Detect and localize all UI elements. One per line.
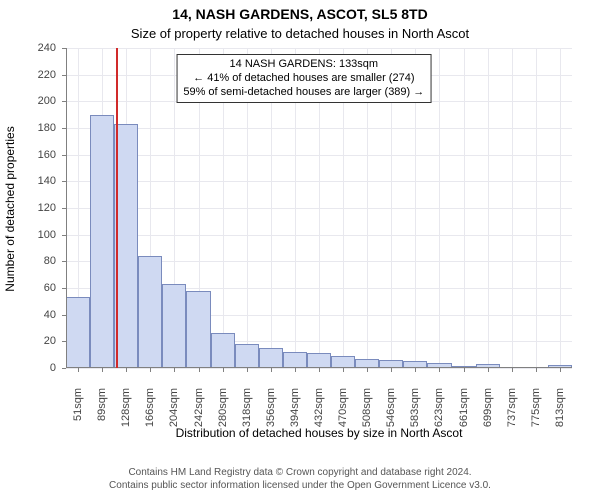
- chart-footer: Contains HM Land Registry data © Crown c…: [0, 466, 600, 492]
- y-tick-label: 240: [0, 42, 56, 54]
- x-tick-label: 242sqm: [193, 388, 205, 438]
- y-tick-label: 200: [0, 95, 56, 107]
- x-tick-mark: [102, 368, 103, 372]
- x-tick-mark: [439, 368, 440, 372]
- histogram-bar: [66, 297, 90, 368]
- x-tick-label: 813sqm: [554, 388, 566, 438]
- x-tick-mark: [223, 368, 224, 372]
- x-tick-mark: [343, 368, 344, 372]
- histogram-bar: [162, 284, 186, 368]
- x-tick-label: 128sqm: [120, 388, 132, 438]
- y-tick-label: 220: [0, 69, 56, 81]
- x-tick-label: 356sqm: [265, 388, 277, 438]
- y-tick-label: 40: [0, 309, 56, 321]
- histogram-bar: [235, 344, 259, 368]
- x-tick-mark: [319, 368, 320, 372]
- chart-title: 14, NASH GARDENS, ASCOT, SL5 8TD: [0, 6, 600, 22]
- y-tick-mark: [62, 341, 66, 342]
- x-tick-mark: [536, 368, 537, 372]
- x-tick-mark: [464, 368, 465, 372]
- y-tick-mark: [62, 208, 66, 209]
- x-tick-mark: [367, 368, 368, 372]
- x-tick-label: 318sqm: [241, 388, 253, 438]
- y-tick-mark: [62, 128, 66, 129]
- y-tick-mark: [62, 235, 66, 236]
- histogram-bar: [138, 256, 162, 368]
- x-tick-label: 394sqm: [289, 388, 301, 438]
- x-tick-mark: [150, 368, 151, 372]
- axis-line-left: [66, 48, 67, 368]
- x-tick-label: 583sqm: [409, 388, 421, 438]
- x-tick-mark: [512, 368, 513, 372]
- chart-container: 14, NASH GARDENS, ASCOT, SL5 8TD Size of…: [0, 0, 600, 500]
- x-tick-label: 280sqm: [217, 388, 229, 438]
- grid-line-vertical: [488, 48, 489, 368]
- x-tick-label: 737sqm: [506, 388, 518, 438]
- y-tick-label: 120: [0, 202, 56, 214]
- annotation-box: 14 NASH GARDENS: 133sqm← 41% of detached…: [176, 54, 431, 103]
- y-tick-label: 20: [0, 335, 56, 347]
- x-tick-label: 204sqm: [168, 388, 180, 438]
- grid-line-vertical: [536, 48, 537, 368]
- y-tick-mark: [62, 75, 66, 76]
- x-tick-mark: [78, 368, 79, 372]
- footer-line-1: Contains HM Land Registry data © Crown c…: [0, 466, 600, 479]
- histogram-bar: [283, 352, 307, 368]
- y-tick-mark: [62, 155, 66, 156]
- x-tick-mark: [391, 368, 392, 372]
- histogram-bar: [307, 353, 331, 368]
- y-tick-label: 0: [0, 362, 56, 374]
- x-tick-label: 661sqm: [458, 388, 470, 438]
- x-tick-mark: [247, 368, 248, 372]
- x-tick-label: 432sqm: [313, 388, 325, 438]
- x-tick-mark: [488, 368, 489, 372]
- x-tick-label: 775sqm: [530, 388, 542, 438]
- grid-line-vertical: [560, 48, 561, 368]
- x-tick-label: 470sqm: [337, 388, 349, 438]
- annotation-line: 14 NASH GARDENS: 133sqm: [183, 58, 424, 72]
- y-tick-mark: [62, 288, 66, 289]
- grid-line-vertical: [464, 48, 465, 368]
- footer-line-2: Contains public sector information licen…: [0, 479, 600, 492]
- y-tick-label: 180: [0, 122, 56, 134]
- x-tick-label: 546sqm: [385, 388, 397, 438]
- annotation-line: 59% of semi-detached houses are larger (…: [183, 86, 424, 100]
- y-tick-mark: [62, 48, 66, 49]
- y-tick-label: 100: [0, 229, 56, 241]
- histogram-bar: [211, 333, 235, 368]
- y-tick-mark: [62, 181, 66, 182]
- x-tick-mark: [295, 368, 296, 372]
- x-tick-label: 51sqm: [72, 388, 84, 438]
- marker-line: [116, 48, 118, 368]
- y-tick-mark: [62, 368, 66, 369]
- grid-line-vertical: [512, 48, 513, 368]
- x-tick-label: 699sqm: [482, 388, 494, 438]
- x-tick-mark: [174, 368, 175, 372]
- x-tick-label: 166sqm: [144, 388, 156, 438]
- x-tick-mark: [415, 368, 416, 372]
- y-tick-label: 60: [0, 282, 56, 294]
- y-tick-label: 160: [0, 149, 56, 161]
- x-tick-label: 89sqm: [96, 388, 108, 438]
- x-tick-label: 508sqm: [361, 388, 373, 438]
- y-tick-label: 80: [0, 255, 56, 267]
- plot-area: 14 NASH GARDENS: 133sqm← 41% of detached…: [66, 48, 572, 368]
- x-tick-mark: [199, 368, 200, 372]
- y-tick-label: 140: [0, 175, 56, 187]
- y-tick-mark: [62, 261, 66, 262]
- histogram-bar: [259, 348, 283, 368]
- grid-line-vertical: [439, 48, 440, 368]
- histogram-bar: [90, 115, 114, 368]
- chart-subtitle: Size of property relative to detached ho…: [0, 26, 600, 41]
- x-tick-mark: [560, 368, 561, 372]
- x-tick-mark: [126, 368, 127, 372]
- y-tick-mark: [62, 315, 66, 316]
- annotation-line: ← 41% of detached houses are smaller (27…: [183, 72, 424, 86]
- histogram-bar: [186, 291, 210, 368]
- x-tick-label: 623sqm: [433, 388, 445, 438]
- y-tick-mark: [62, 101, 66, 102]
- x-tick-mark: [271, 368, 272, 372]
